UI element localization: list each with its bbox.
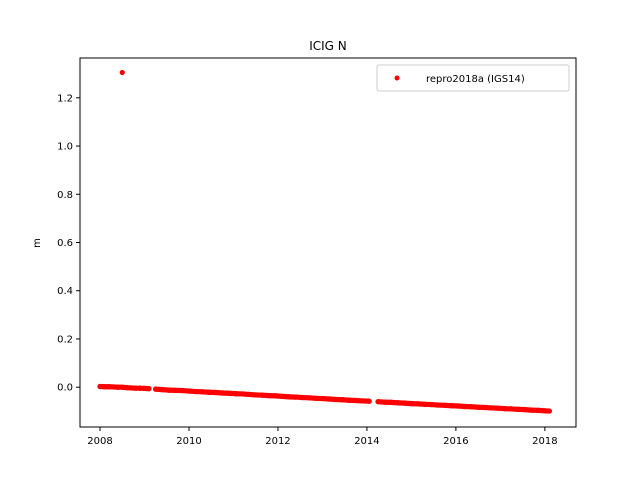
x-axis: 2008 2010 2012 2014 2016 2018 — [87, 427, 558, 447]
y-tick-label: 0.4 — [57, 286, 73, 297]
legend-box — [376, 64, 570, 92]
data-point — [146, 386, 152, 392]
y-tick-label: 0.2 — [57, 334, 73, 345]
data-point — [546, 408, 552, 414]
x-tick-label: 2010 — [176, 436, 201, 447]
x-tick-label: 2018 — [532, 436, 557, 447]
y-tick-label: 0.0 — [57, 383, 73, 394]
x-tick-label: 2008 — [87, 436, 112, 447]
data-point — [366, 398, 372, 404]
y-tick-label: 1.2 — [57, 93, 73, 104]
chart-title: ICIG N — [309, 39, 347, 53]
y-tick-label: 1.0 — [57, 142, 73, 153]
plot-area — [80, 58, 576, 427]
x-tick-label: 2016 — [443, 436, 468, 447]
x-tick-label: 2012 — [265, 436, 290, 447]
x-tick-label: 2014 — [354, 436, 379, 447]
legend: repro2018a (IGS14) — [376, 64, 570, 92]
legend-label: repro2018a (IGS14) — [426, 74, 525, 85]
outlier-point — [119, 69, 125, 76]
y-tick-label: 0.6 — [57, 238, 73, 249]
marks-layer — [97, 69, 552, 414]
y-axis: 0.0 0.2 0.4 0.6 0.8 1.0 1.2 — [57, 93, 80, 394]
y-tick-label: 0.8 — [57, 190, 73, 201]
y-axis-label: m — [32, 238, 43, 248]
plot-frame — [79, 57, 577, 428]
legend-marker — [394, 75, 400, 81]
